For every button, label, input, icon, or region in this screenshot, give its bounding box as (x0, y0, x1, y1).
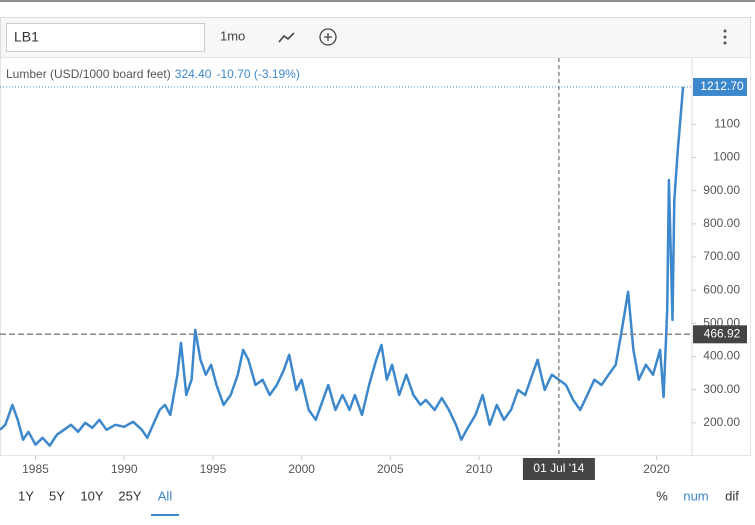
range-button[interactable]: All (158, 488, 173, 503)
crosshair-y-box (693, 325, 747, 344)
y-tick-label: 900.00 (703, 183, 740, 197)
x-tick-label: 2000 (288, 462, 315, 476)
interval[interactable]: 1mo (220, 28, 245, 43)
x-tick-label: 1990 (111, 462, 138, 476)
mode-button[interactable]: % (656, 488, 668, 503)
chart-type-icon[interactable] (278, 32, 295, 43)
y-tick-label: 800.00 (703, 216, 740, 230)
x-tick-label: 2005 (377, 462, 404, 476)
y-tick-label: 200.00 (703, 415, 740, 429)
range-button[interactable]: 1Y (18, 488, 34, 503)
x-tick-label: 2010 (466, 462, 493, 476)
range-button[interactable]: 10Y (80, 488, 103, 503)
crosshair-x-label: 01 Jul '14 (533, 461, 584, 475)
mode-button[interactable]: num (683, 488, 708, 503)
crosshair-y-label: 466.92 (704, 326, 741, 340)
change: -10.70 (-3.19%) (216, 67, 299, 81)
y-tick-label: 600.00 (703, 282, 740, 296)
range-button[interactable]: 5Y (49, 488, 65, 503)
compare-plus (324, 33, 332, 41)
y-tick-label: 1100 (714, 117, 740, 131)
symbol-text: LB1 (14, 29, 39, 45)
y-tick-label: 700.00 (703, 249, 740, 263)
y-tick-label: 300.00 (703, 382, 740, 396)
menu-icon[interactable] (723, 29, 727, 45)
crosshair-x-box (522, 458, 595, 480)
last-price-label: 1212.70 (700, 79, 744, 93)
range-button[interactable]: 25Y (118, 488, 141, 503)
price-line (0, 86, 685, 447)
x-tick-label: 2020 (643, 462, 670, 476)
y-tick-label: 400.00 (703, 349, 740, 363)
y-tick-label: 1000 (713, 150, 740, 164)
series-title: Lumber (USD/1000 board feet) (6, 67, 171, 81)
x-tick-label: 1995 (200, 462, 227, 476)
last-price-box (693, 77, 747, 96)
x-tick-label: 1985 (22, 462, 49, 476)
compare-icon[interactable] (319, 28, 337, 46)
legend-title: Lumber (USD/1000 board feet) 324.40 -10.70… (6, 67, 300, 81)
symbol-input[interactable] (6, 23, 205, 52)
plot-frame (0, 57, 751, 456)
mode-button[interactable]: dif (725, 488, 739, 503)
last-value: 324.40 (175, 67, 212, 81)
